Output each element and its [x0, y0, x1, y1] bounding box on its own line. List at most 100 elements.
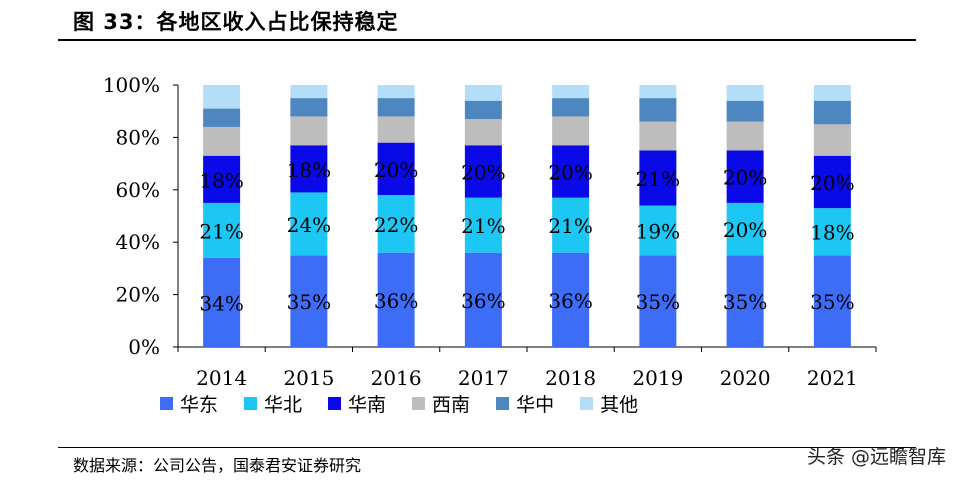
bar-segment-华北	[726, 202, 764, 256]
data-label: 34%	[199, 291, 243, 315]
bar-segment-华中	[726, 100, 764, 122]
data-label: 20%	[461, 160, 505, 184]
data-label: 19%	[636, 219, 680, 243]
watermark: 头条 @远瞻智库	[806, 446, 946, 468]
bar-segment-华北	[639, 205, 677, 256]
data-label: 18%	[810, 221, 854, 245]
bar-segment-华中	[639, 98, 677, 122]
data-label: 18%	[287, 158, 331, 182]
data-label: 20%	[548, 160, 592, 184]
bar-segment-华南	[552, 145, 590, 198]
bar-segment-西南	[639, 121, 677, 151]
bar-segment-华中	[464, 100, 502, 120]
bar-segment-华东	[290, 255, 328, 347]
bar-segment-其他	[639, 85, 677, 99]
bar-segment-华中	[290, 98, 328, 117]
data-label: 20%	[723, 166, 767, 190]
data-label: 22%	[374, 213, 418, 237]
y-tick-label: 20%	[116, 283, 160, 307]
legend-item: 华中	[496, 390, 554, 417]
legend-label: 华南	[348, 394, 387, 416]
data-label: 21%	[548, 214, 592, 238]
bar-segment-华南	[726, 150, 764, 203]
bar-segment-华东	[639, 255, 677, 347]
bar-segment-华东	[203, 257, 241, 347]
bar-segment-其他	[377, 85, 415, 99]
bar-segment-西南	[552, 116, 590, 146]
legend-item: 华北	[244, 390, 302, 417]
data-label: 24%	[287, 213, 331, 237]
x-tick-label: 2015	[283, 366, 334, 390]
y-tick-label: 0%	[128, 335, 160, 359]
legend-label: 华中	[516, 394, 555, 416]
bar-segment-西南	[726, 121, 764, 151]
bar-segment-西南	[377, 116, 415, 143]
bar-segment-其他	[464, 85, 502, 101]
legend-item: 西南	[412, 390, 470, 417]
legend-item: 其他	[580, 390, 638, 417]
title-rule	[58, 39, 916, 41]
legend-item: 华东	[160, 390, 218, 417]
bar-segment-华南	[377, 142, 415, 196]
legend-label: 华东	[180, 394, 219, 416]
bar-segment-其他	[726, 85, 764, 101]
legend: 华东 华北 华南 西南 华中 其他	[160, 390, 664, 417]
bar-segment-华南	[203, 155, 241, 203]
bar-segment-华南	[464, 145, 502, 198]
figure-title: 图 33：各地区收入占比保持稳定	[73, 10, 399, 34]
y-tick-label: 100%	[103, 73, 160, 97]
bar-segment-华北	[377, 195, 415, 253]
data-label: 21%	[199, 219, 243, 243]
legend-swatch	[580, 397, 594, 410]
data-label: 36%	[461, 289, 505, 313]
x-tick-label: 2014	[196, 366, 247, 390]
bar-segment-华南	[290, 145, 328, 193]
bar-segment-华中	[813, 100, 851, 125]
data-label: 35%	[287, 290, 331, 314]
data-label: 18%	[199, 168, 243, 192]
data-label: 36%	[548, 289, 592, 313]
data-label: 21%	[461, 214, 505, 238]
x-tick-label: 2016	[371, 366, 422, 390]
data-label: 36%	[374, 289, 418, 313]
y-tick-label: 80%	[116, 125, 160, 149]
x-tick-label: 2018	[545, 366, 596, 390]
bar-segment-华南	[813, 155, 851, 209]
bar-segment-其他	[203, 85, 241, 109]
bar-segment-西南	[203, 126, 241, 156]
legend-swatch	[328, 397, 342, 410]
data-label: 21%	[636, 167, 680, 191]
bar-segment-华北	[552, 197, 590, 253]
data-label: 35%	[723, 290, 767, 314]
bar-segment-华南	[639, 150, 677, 206]
data-label: 35%	[636, 290, 680, 314]
bar-segment-西南	[813, 124, 851, 156]
legend-label: 其他	[600, 394, 639, 416]
bar-segment-华中	[552, 98, 590, 117]
x-tick-label: 2017	[458, 366, 509, 390]
bar-segment-华东	[726, 255, 764, 347]
data-label: 20%	[723, 218, 767, 242]
bar-segment-华中	[203, 108, 241, 127]
legend-swatch	[496, 397, 510, 410]
bar-segment-华东	[813, 255, 851, 347]
bar-segment-其他	[552, 85, 590, 99]
x-tick-label: 2020	[720, 366, 771, 390]
bar-segment-华中	[377, 98, 415, 117]
legend-swatch	[160, 397, 173, 410]
data-label: 35%	[810, 290, 854, 314]
bar-segment-西南	[290, 116, 328, 146]
legend-label: 华北	[264, 394, 303, 416]
stacked-bar-chart: 0% 20% 40% 60% 80% 100% 34% 21% 18% 2014 35% 24% 18%…	[103, 73, 877, 390]
bar-segment-华东	[377, 252, 415, 347]
bar-segment-其他	[813, 85, 851, 101]
footer-rule	[58, 447, 916, 448]
legend-swatch	[244, 397, 258, 410]
bar-segment-华东	[464, 252, 502, 347]
bar-segment-华北	[203, 202, 241, 258]
x-tick-label: 2019	[632, 366, 683, 390]
source-note: 数据来源：公司公告，国泰君安证券研究	[73, 456, 362, 475]
data-label: 20%	[374, 158, 418, 182]
data-label: 20%	[810, 171, 854, 195]
y-tick-label: 40%	[116, 230, 160, 254]
